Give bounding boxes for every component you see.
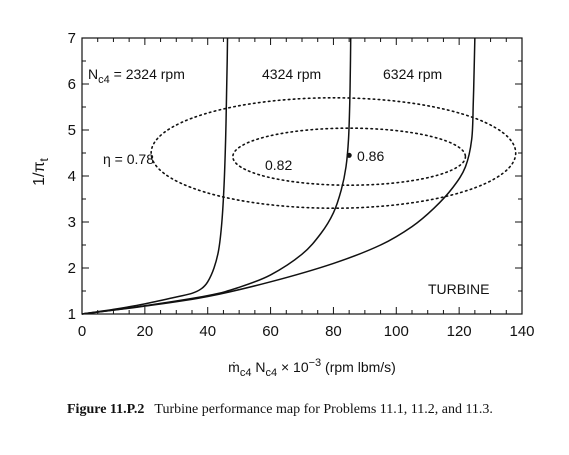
x-tick-label: 0 [78,323,86,340]
x-tick-label: 80 [325,323,342,340]
x-tick-label: 60 [262,323,279,340]
y-tick-label: 6 [68,76,76,93]
y-tick-label: 3 [68,214,76,231]
x-tick-label: 120 [447,323,472,340]
speed-line-1 [81,37,229,315]
x-tick-label: 40 [199,323,216,340]
y-axis-title: 1/πt [31,157,51,185]
x-tick-label: 140 [509,323,534,340]
x-tick-label: 100 [384,323,409,340]
efficiency-contour-inner [232,127,467,186]
efficiency-contours [150,97,517,210]
efficiency-label-082: 0.82 [265,157,292,173]
efficiency-label-086: 0.86 [357,148,384,164]
efficiency-label-078: η = 0.78 [103,151,154,167]
y-tick-label: 1 [68,306,76,323]
speed-line-2 [81,37,352,315]
speed-line-3 [81,37,476,315]
figure-caption-text: Turbine performance map for Problems 11.… [154,402,493,417]
efficiency-contour-outer [150,97,517,210]
y-tick-label: 2 [68,260,76,277]
speed-line-label-6324: 6324 rpm [383,66,442,82]
axis-tick-labels: 0 20 40 60 80 100 120 140 1 2 3 4 5 6 7 [68,30,535,340]
efficiency-points [346,152,352,158]
map-name-label: TURBINE [428,281,489,297]
speed-line-label-4324: 4324 rpm [262,66,321,82]
y-tick-label: 5 [68,122,76,139]
y-tick-label: 4 [68,168,76,185]
figure-number: Figure 11.P.2 [67,402,145,417]
speed-lines [81,37,476,315]
figure-caption: Figure 11.P.2 Turbine performance map for… [67,402,562,418]
turbine-map-chart: 0 20 40 60 80 100 120 140 1 2 3 4 5 6 7 Nc4 = 2324 rpm… [31,30,535,379]
x-tick-label: 20 [137,323,154,340]
peak-efficiency-point [346,152,352,158]
speed-line-label-2324: Nc4 = 2324 rpm [88,66,185,86]
y-tick-label: 7 [68,30,76,47]
x-axis-title: ṁc4 Nc4 × 10−3 (rpm lbm/s) [228,357,396,379]
